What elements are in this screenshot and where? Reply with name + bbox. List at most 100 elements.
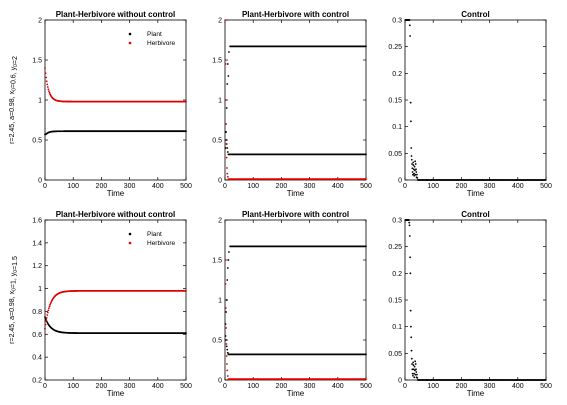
- y-tick-label: 0.3: [392, 218, 402, 225]
- data-point: [408, 224, 411, 227]
- legend-marker: [128, 32, 132, 36]
- data-point: [413, 372, 415, 375]
- series-1: [44, 130, 187, 136]
- y-tick-label: 0.25: [388, 44, 402, 51]
- data-point: [412, 361, 415, 364]
- x-tick-label: 100: [427, 383, 439, 390]
- data-point: [412, 374, 414, 377]
- x-tick-label: 200: [456, 183, 468, 190]
- data-point: [226, 83, 229, 85]
- data-point: [409, 309, 412, 312]
- data-point: [48, 90, 50, 93]
- data-point: [415, 168, 417, 171]
- y-tick-label: 0.2: [392, 271, 402, 278]
- plot-frame: [224, 19, 367, 181]
- x-tick-label: 400: [152, 183, 164, 190]
- y-tick-label: 0.6: [32, 332, 42, 339]
- data-point: [225, 339, 228, 341]
- series-1: [44, 316, 187, 335]
- data-point: [226, 267, 229, 269]
- x-tick-label: 300: [304, 183, 316, 190]
- data-point: [225, 355, 228, 357]
- y-tick-label: 1.6: [32, 218, 42, 225]
- data-point: [409, 272, 412, 275]
- x-tick-label: 100: [67, 183, 79, 190]
- legend-label: Plant: [147, 31, 162, 38]
- x-tick-label: 300: [484, 383, 496, 390]
- series-2: [224, 131, 367, 156]
- data-point: [544, 379, 547, 381]
- series-1: [404, 219, 547, 381]
- data-point: [225, 311, 228, 313]
- data-point: [412, 168, 415, 171]
- data-point: [411, 363, 413, 365]
- data-point: [409, 101, 412, 104]
- legend-label: Herbivore: [147, 40, 176, 47]
- y-tick-label: 1.4: [32, 240, 42, 247]
- y-tick-label: 2: [218, 218, 222, 225]
- data-point: [409, 256, 411, 259]
- data-point: [408, 235, 411, 237]
- subplot-6: Control 0 100 200 300 400 500 0 0.05 0.1 0.15 0.2 0.…: [388, 210, 552, 398]
- data-point: [225, 123, 228, 125]
- data-point: [46, 314, 49, 316]
- x-axis-label: Time: [467, 389, 485, 398]
- data-point: [45, 316, 48, 319]
- data-point: [411, 163, 413, 165]
- data-point: [412, 364, 415, 366]
- data-point: [414, 373, 417, 376]
- data-point: [410, 120, 412, 123]
- data-point: [225, 139, 228, 141]
- data-point: [410, 158, 413, 161]
- data-point: [185, 289, 187, 292]
- x-tick-label: 200: [276, 383, 288, 390]
- data-point: [225, 143, 228, 145]
- data-point: [415, 171, 418, 173]
- data-point: [225, 107, 228, 109]
- y-tick-label: 0.15: [388, 98, 402, 105]
- y-tick-label: 1: [218, 98, 222, 105]
- data-point: [45, 76, 48, 79]
- y-tick-label: 0: [398, 178, 402, 185]
- data-point: [224, 259, 227, 261]
- data-point: [224, 19, 227, 21]
- data-point: [228, 251, 230, 253]
- x-tick-label: 200: [456, 383, 468, 390]
- x-axis-label: Time: [107, 189, 125, 198]
- data-point: [185, 332, 187, 335]
- legend: Plant Herbivore: [128, 231, 176, 247]
- subplot-title: Control: [461, 210, 489, 219]
- data-point: [224, 131, 227, 133]
- x-tick-label: 400: [512, 383, 524, 390]
- data-point: [44, 72, 47, 75]
- legend-label: Plant: [147, 231, 162, 238]
- data-point: [413, 376, 416, 379]
- subplot-title: Plant-Herbivore with control: [242, 10, 349, 19]
- subplot-3: Control 0 100 200 300 400 500 0 0.05 0.1 0.15 0.2 0.…: [388, 10, 552, 198]
- y-tick-label: 0.15: [388, 298, 402, 305]
- x-tick-label: 100: [427, 183, 439, 190]
- data-point: [185, 130, 187, 133]
- data-point: [415, 368, 417, 371]
- data-point: [185, 100, 187, 103]
- data-point: [410, 147, 413, 149]
- y-tick-label: 2: [218, 18, 222, 25]
- data-point: [410, 325, 412, 328]
- data-point: [415, 373, 418, 376]
- data-point: [226, 279, 229, 281]
- data-point: [47, 309, 50, 312]
- subplot-title: Plant-Herbivore without control: [56, 10, 176, 19]
- subplot-4: Plant-Herbivore without control 0 100 200 30…: [32, 210, 192, 398]
- y-tick-label: 0: [218, 378, 222, 385]
- data-point: [408, 221, 411, 224]
- row-y-axis-label: r=2.45, a=0.98, x0=1, y0=1.5: [9, 256, 19, 344]
- x-tick-label: 500: [540, 183, 552, 190]
- y-tick-label: 0.5: [212, 138, 222, 145]
- x-tick-label: 400: [512, 183, 524, 190]
- data-point: [413, 165, 416, 168]
- subplot-5: Plant-Herbivore with control 0 100 200 300 40…: [212, 210, 372, 398]
- data-point: [225, 345, 228, 348]
- data-point: [224, 283, 227, 285]
- y-tick-label: 0.05: [388, 351, 402, 358]
